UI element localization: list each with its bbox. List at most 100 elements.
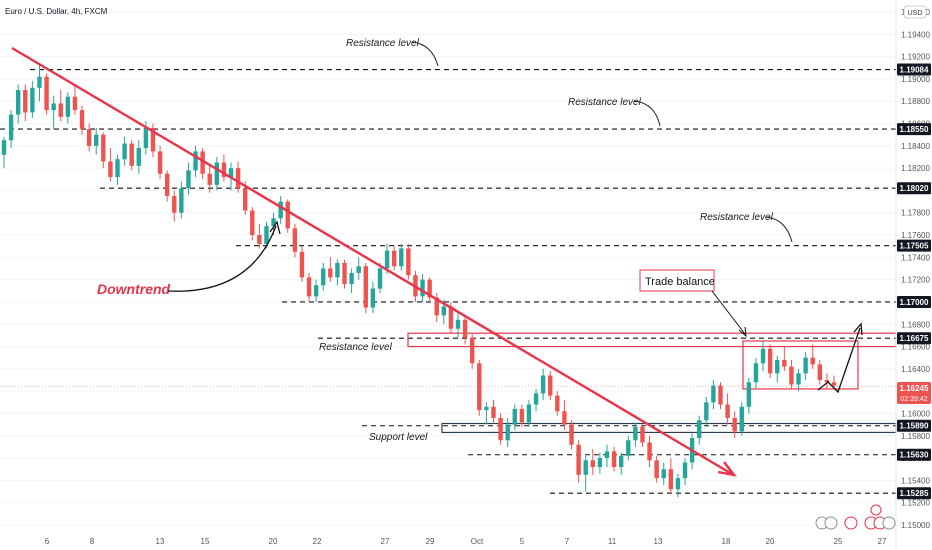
candle-body[interactable] <box>576 444 581 475</box>
candle-body[interactable] <box>157 151 163 174</box>
event-flag-icon[interactable] <box>882 516 896 530</box>
candle-body[interactable] <box>462 319 468 338</box>
candle-body[interactable] <box>640 426 645 443</box>
candle-body[interactable] <box>775 359 780 374</box>
candle-body[interactable] <box>193 151 198 171</box>
candle-body[interactable] <box>491 406 496 418</box>
candle-body[interactable] <box>328 268 333 278</box>
candle-body[interactable] <box>711 385 716 403</box>
candle-body[interactable] <box>540 375 546 394</box>
candle-body[interactable] <box>164 173 170 197</box>
candle-body[interactable] <box>15 90 21 115</box>
candle-body[interactable] <box>299 251 305 278</box>
candle-body[interactable] <box>257 235 262 244</box>
candle-body[interactable] <box>626 440 631 456</box>
candle-body[interactable] <box>725 404 730 418</box>
candle-body[interactable] <box>448 306 454 329</box>
candle-body[interactable] <box>235 168 241 189</box>
candle-body[interactable] <box>122 143 127 160</box>
candle-body[interactable] <box>505 424 510 441</box>
candle-body[interactable] <box>470 337 475 364</box>
candle-body[interactable] <box>831 382 837 386</box>
candle-body[interactable] <box>455 319 461 329</box>
candle-body[interactable] <box>363 266 368 308</box>
candle-body[interactable] <box>484 406 489 411</box>
candle-body[interactable] <box>335 262 340 278</box>
time-axis[interactable]: 6 8 13 15 20 22 27 29 Oct 5 7 11 13 18 20 25 27 <box>45 537 887 546</box>
candle-body[interactable] <box>44 76 49 111</box>
candle-body[interactable] <box>214 162 220 185</box>
candle-body[interactable] <box>143 127 149 149</box>
candle-body[interactable] <box>590 460 596 468</box>
candle-body[interactable] <box>306 277 312 297</box>
candle-body[interactable] <box>668 469 674 490</box>
candle-body[interactable] <box>79 110 85 130</box>
candle-body[interactable] <box>739 406 744 432</box>
candle-body[interactable] <box>732 417 737 432</box>
candle-body[interactable] <box>782 359 787 367</box>
candle-body[interactable] <box>86 129 92 146</box>
candle-body[interactable] <box>512 409 517 425</box>
candle-body[interactable] <box>618 455 624 468</box>
candle-body[interactable] <box>399 248 404 267</box>
candle-body[interactable] <box>115 159 120 178</box>
candle-body[interactable] <box>796 373 801 385</box>
candle-body[interactable] <box>704 402 709 421</box>
candle-body[interactable] <box>356 266 361 273</box>
candle-body[interactable] <box>1 140 7 155</box>
candle-body[interactable] <box>548 375 553 396</box>
candle-body[interactable] <box>271 218 276 227</box>
candle-body[interactable] <box>633 426 638 441</box>
candles[interactable] <box>1 65 837 498</box>
candle-body[interactable] <box>562 411 567 425</box>
candle-body[interactable] <box>179 188 184 213</box>
candle-body[interactable] <box>108 161 113 178</box>
candle-body[interactable] <box>391 250 397 267</box>
candle-body[interactable] <box>767 348 773 374</box>
candle-body[interactable] <box>72 96 78 111</box>
currency-pill[interactable] <box>903 5 927 19</box>
candle-body[interactable] <box>30 87 35 113</box>
candle-body[interactable] <box>23 90 28 113</box>
candle-body[interactable] <box>406 248 411 276</box>
candle-body[interactable] <box>434 297 439 316</box>
candle-body[interactable] <box>186 170 191 189</box>
candle-body[interactable] <box>597 458 603 468</box>
economic-events[interactable] <box>815 504 896 530</box>
candle-body[interactable] <box>661 469 666 479</box>
downtrend-line[interactable] <box>11 46 733 476</box>
candle-body[interactable] <box>250 210 255 236</box>
event-flag-icon[interactable] <box>870 504 882 516</box>
candle-body[interactable] <box>221 162 227 178</box>
candle-body[interactable] <box>675 478 681 490</box>
candle-body[interactable] <box>264 226 269 244</box>
candle-body[interactable] <box>477 363 482 411</box>
candle-body[interactable] <box>65 96 71 117</box>
candle-body[interactable] <box>441 306 447 316</box>
candle-body[interactable] <box>384 250 390 269</box>
trendline-group[interactable] <box>11 46 737 477</box>
candle-body[interactable] <box>654 460 659 479</box>
candle-body[interactable] <box>377 268 383 289</box>
candle-body[interactable] <box>136 148 141 166</box>
candle-body[interactable] <box>321 268 326 286</box>
candle-body[interactable] <box>498 417 503 441</box>
candle-body[interactable] <box>150 127 156 152</box>
candle-body[interactable] <box>8 114 14 141</box>
candle-body[interactable] <box>789 366 794 385</box>
candle-body[interactable] <box>555 395 560 412</box>
candle-body[interactable] <box>370 288 376 308</box>
candle-body[interactable] <box>292 228 298 252</box>
candle-body[interactable] <box>427 279 432 298</box>
candle-body[interactable] <box>313 285 319 297</box>
candle-body[interactable] <box>647 442 652 461</box>
candle-body[interactable] <box>533 393 539 405</box>
candle-body[interactable] <box>285 201 290 229</box>
candle-body[interactable] <box>101 134 106 162</box>
candle-body[interactable] <box>746 382 752 407</box>
candle-body[interactable] <box>583 460 588 475</box>
candle-body[interactable] <box>129 143 134 166</box>
candle-body[interactable] <box>242 188 248 211</box>
candle-body[interactable] <box>753 363 759 383</box>
